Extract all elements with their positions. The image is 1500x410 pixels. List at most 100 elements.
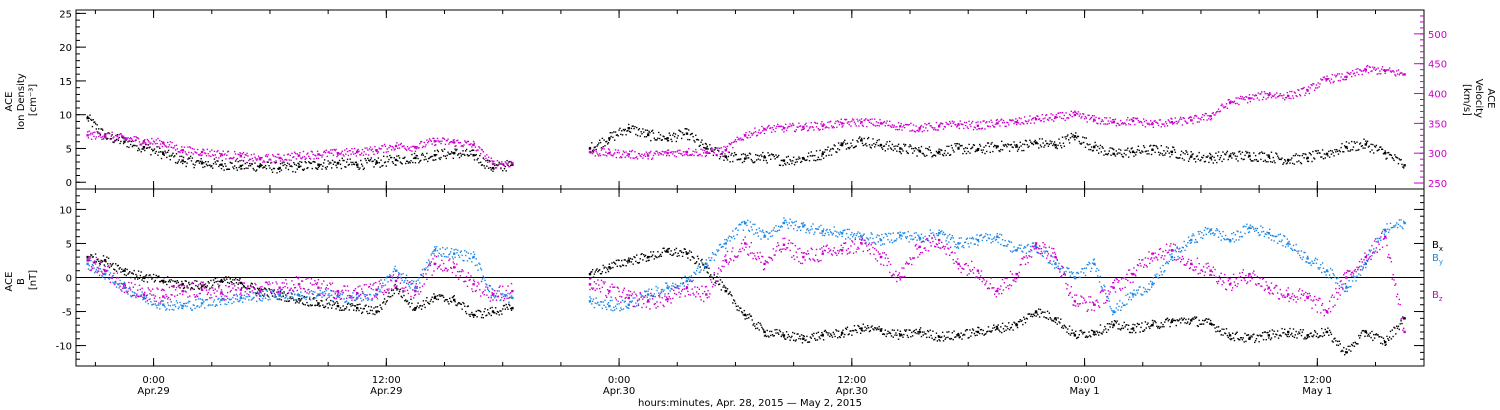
- bx-dot: [1301, 331, 1304, 333]
- density-dot: [262, 167, 264, 169]
- density-dot: [260, 164, 262, 166]
- density-dot: [92, 119, 94, 121]
- density-dot: [1378, 148, 1380, 151]
- velocity-dot: [398, 147, 401, 149]
- velocity-dot: [358, 150, 360, 153]
- bx-dot: [654, 255, 656, 257]
- velocity-dot: [147, 140, 149, 142]
- by-point: [433, 249, 437, 252]
- velocity-dot: [148, 141, 150, 143]
- velocity-dot: [131, 139, 134, 141]
- velocity-dot: [660, 153, 663, 155]
- density-dot: [809, 155, 812, 157]
- density-dot: [196, 160, 199, 162]
- density-dot: [1401, 163, 1403, 166]
- bx-dot: [229, 278, 231, 280]
- velocity-dot: [1298, 93, 1301, 96]
- bx-dot: [152, 277, 154, 279]
- density-dot: [453, 151, 455, 154]
- density-dot: [1331, 150, 1334, 152]
- density-dot: [1003, 145, 1006, 147]
- velocity-dot: [1142, 118, 1145, 120]
- velocity-dot: [120, 132, 122, 135]
- velocity-dot: [1015, 118, 1017, 120]
- bx-dot: [1324, 328, 1326, 331]
- velocity-dot: [1289, 90, 1291, 93]
- by-dot: [178, 306, 180, 308]
- density-dot: [1261, 151, 1263, 153]
- bx-dot: [502, 305, 505, 307]
- bx-dot: [710, 276, 713, 278]
- by-dot: [165, 309, 167, 311]
- bx-point: [1403, 317, 1406, 320]
- bx-dot: [151, 278, 153, 280]
- velocity-dot: [784, 127, 786, 129]
- bx-dot: [1224, 332, 1226, 334]
- density-dot: [301, 168, 304, 171]
- velocity-dot: [720, 147, 723, 149]
- velocity-dot: [146, 138, 149, 141]
- density-dot: [379, 166, 381, 168]
- bx-dot: [480, 316, 483, 319]
- density-dot: [183, 161, 186, 163]
- by-point: [142, 296, 146, 300]
- density-dot: [1315, 150, 1318, 152]
- density-dot: [438, 157, 440, 159]
- density-dot: [460, 155, 462, 157]
- velocity-dot: [296, 153, 298, 155]
- bx-dot: [1045, 317, 1048, 319]
- bx-dot: [862, 323, 864, 325]
- density-point: [259, 164, 262, 168]
- bx-dot: [1232, 337, 1235, 339]
- by-dot: [383, 279, 386, 281]
- bx-dot: [294, 302, 297, 304]
- density-dot: [681, 132, 684, 134]
- bx-dot: [503, 304, 506, 307]
- velocity-dot: [487, 161, 489, 163]
- velocity-dot: [397, 147, 399, 150]
- density-dot: [194, 164, 196, 166]
- velocity-dot: [456, 139, 458, 142]
- density-dot: [350, 161, 352, 164]
- velocity-dot: [755, 135, 758, 137]
- bx-dot: [194, 279, 196, 282]
- bx-dot: [975, 330, 977, 333]
- bx-dot: [443, 300, 446, 302]
- bx-dot: [929, 329, 931, 331]
- bx-dot: [341, 309, 343, 311]
- by-dot: [212, 301, 215, 303]
- bx-dot: [1400, 320, 1402, 322]
- density-dot: [308, 161, 310, 163]
- density-dot: [1089, 143, 1091, 146]
- density-dot: [495, 164, 498, 166]
- density-dot: [793, 163, 796, 166]
- bx-dot: [390, 295, 392, 298]
- density-dot: [1065, 138, 1067, 140]
- bx-dot: [1217, 330, 1219, 332]
- velocity-point: [608, 152, 611, 155]
- bx-dot: [1260, 335, 1262, 337]
- density-dot: [874, 143, 877, 146]
- density-dot: [695, 138, 698, 141]
- velocity-dot: [1151, 121, 1154, 124]
- velocity-dot: [1354, 74, 1356, 77]
- density-dot: [1293, 163, 1296, 165]
- velocity-dot: [1131, 119, 1133, 121]
- density-dot: [1147, 150, 1149, 152]
- velocity-dot: [429, 139, 432, 142]
- velocity-dot: [393, 149, 395, 151]
- by-point: [1093, 262, 1096, 266]
- velocity-dot: [1169, 122, 1171, 124]
- velocity-dot: [945, 121, 947, 124]
- velocity-dot: [259, 157, 261, 159]
- bx-dot: [222, 280, 224, 283]
- density-dot: [1135, 151, 1138, 153]
- bx-dot: [1105, 331, 1108, 334]
- density-dot: [1078, 140, 1080, 143]
- bx-dot: [722, 286, 724, 288]
- density-dot: [345, 161, 348, 163]
- velocity-dot: [1013, 122, 1015, 125]
- density-dot: [384, 161, 387, 163]
- bx-dot: [139, 274, 142, 277]
- velocity-dot: [765, 129, 768, 131]
